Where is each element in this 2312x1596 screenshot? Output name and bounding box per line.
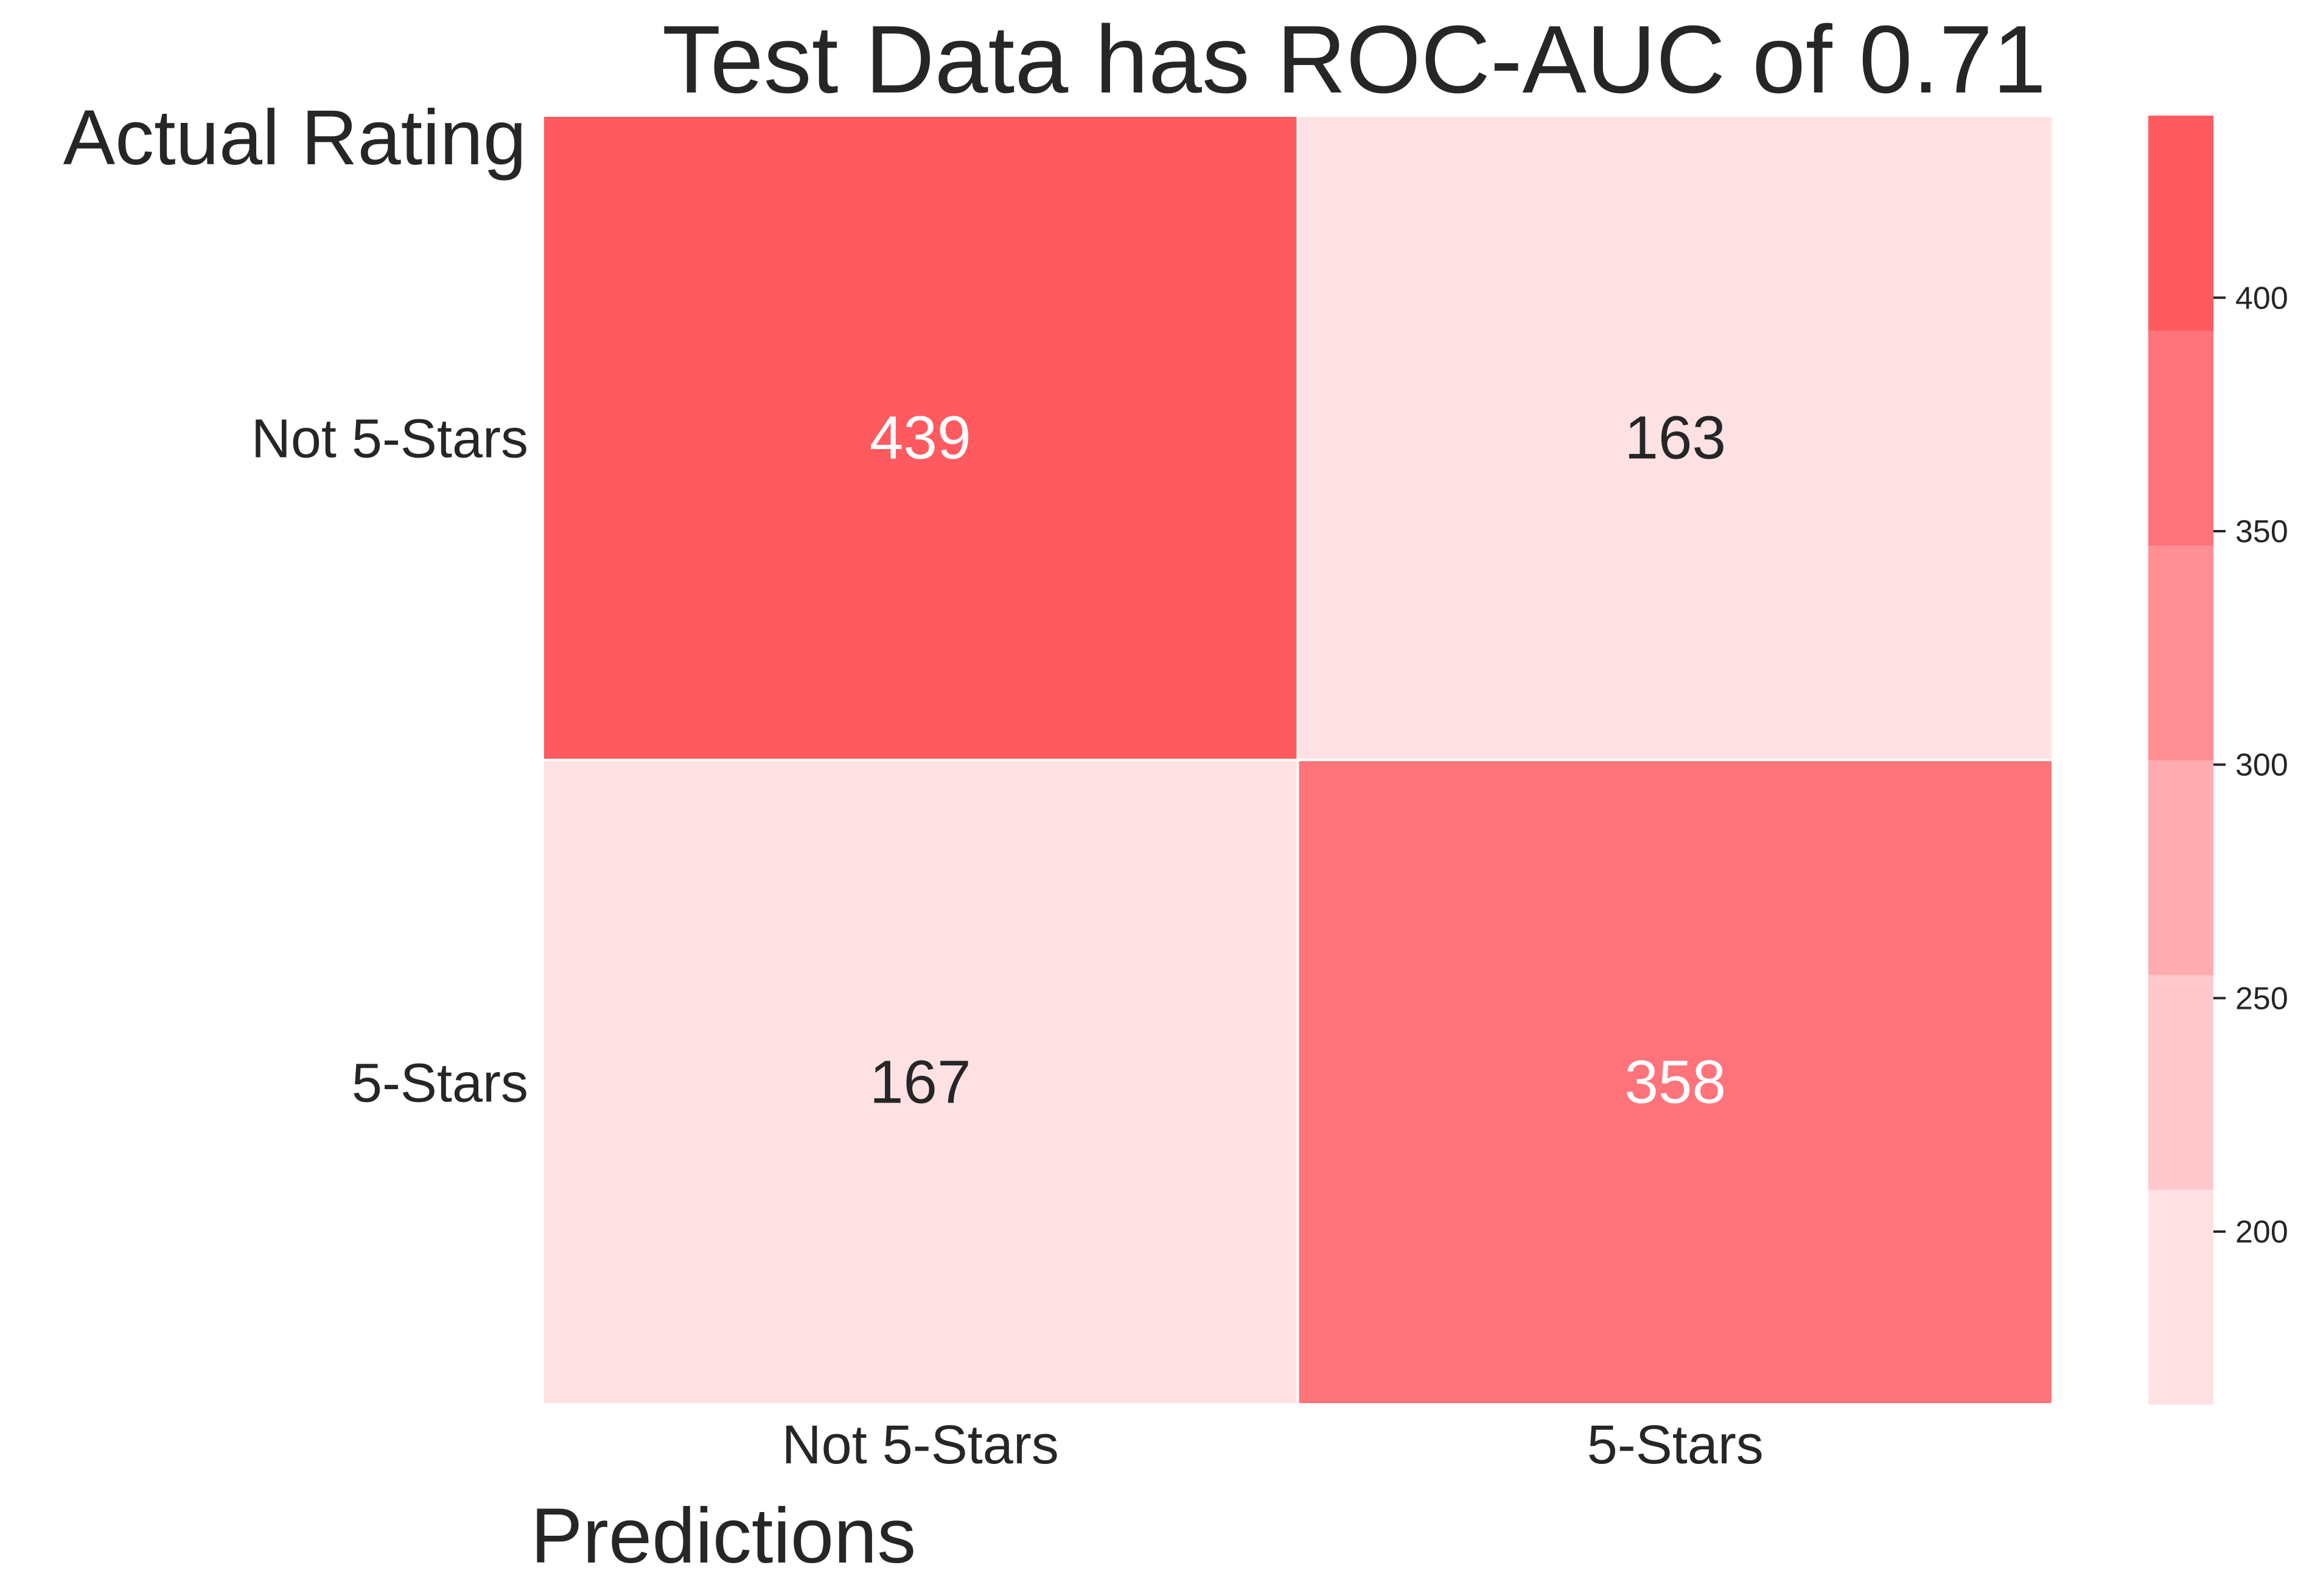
colorbar-tick-label: 250 [2235, 981, 2288, 1016]
heatmap-cell [1296, 114, 2054, 761]
colorbar: 200 250 300 350 400 [2148, 116, 2288, 1405]
colorbar-band [2148, 1190, 2213, 1405]
colorbar-tick-label: 300 [2235, 748, 2288, 783]
chart-title: Test Data has ROC-AUC of 0.71 [662, 6, 2046, 113]
cell-value-label: 163 [1624, 404, 1726, 472]
heatmap-cells: 439 163 167 358 [542, 114, 2054, 1406]
colorbar-band [2148, 760, 2213, 975]
y-tick-label: 5-Stars [352, 1053, 528, 1114]
heatmap-cell [542, 114, 1299, 761]
x-tick-label: Not 5-Stars [782, 1415, 1059, 1476]
colorbar-band [2148, 116, 2213, 331]
x-axis-label: Predictions [531, 1493, 916, 1580]
cell-value-label: 439 [870, 404, 971, 472]
y-tick-label: Not 5-Stars [251, 409, 528, 470]
x-tick-label: 5-Stars [1587, 1415, 1764, 1476]
heatmap-cell [1296, 759, 2054, 1406]
colorbar-tick-label: 350 [2235, 514, 2288, 549]
cell-value-label: 167 [870, 1048, 971, 1117]
colorbar-tick-label: 200 [2235, 1214, 2288, 1250]
y-axis-label: Actual Rating [63, 94, 526, 181]
x-tick-labels: Not 5-Stars 5-Stars [782, 1415, 1764, 1476]
colorbar-band [2148, 975, 2213, 1190]
y-tick-labels: Not 5-Stars 5-Stars [251, 409, 528, 1114]
colorbar-band [2148, 330, 2213, 546]
cell-value-label: 358 [1624, 1048, 1726, 1117]
colorbar-tick-label: 400 [2235, 281, 2288, 316]
heatmap-cell [542, 759, 1299, 1406]
colorbar-band [2148, 545, 2213, 761]
